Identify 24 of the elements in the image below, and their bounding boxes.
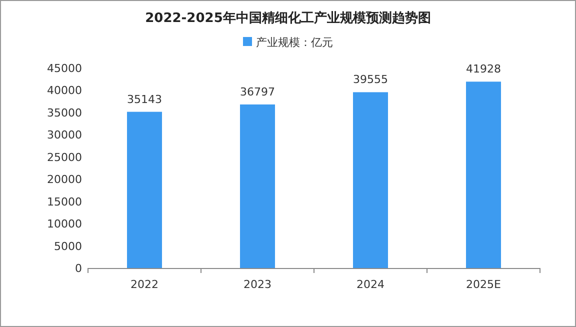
chart-title: 2022-2025年中国精细化工产业规模预测趋势图 (145, 10, 431, 26)
data-label: 41928 (466, 62, 501, 76)
bar (353, 92, 388, 268)
y-tick-label: 40000 (47, 84, 82, 98)
y-tick-label: 30000 (47, 128, 82, 142)
x-tick-label: 2022 (130, 278, 158, 291)
y-tick-label: 15000 (47, 195, 82, 208)
y-tick-label: 20000 (47, 173, 82, 186)
y-tick-label: 0 (75, 262, 82, 275)
bar (466, 82, 501, 268)
y-tick-label: 5000 (54, 240, 82, 253)
y-tick-label: 45000 (47, 62, 82, 75)
x-tick-label: 2023 (244, 278, 272, 291)
data-label: 35143 (127, 92, 162, 106)
data-label: 36797 (240, 85, 275, 98)
x-tick-label: 2025E (466, 278, 502, 291)
data-label: 39555 (353, 73, 388, 86)
bar (127, 112, 162, 268)
bar (240, 104, 275, 268)
y-tick-label: 35000 (47, 106, 82, 120)
x-tick-label: 2024 (356, 278, 384, 291)
legend: 产业规模：亿元 (243, 36, 333, 49)
y-tick-label: 10000 (47, 218, 82, 231)
y-tick-label: 25000 (47, 150, 82, 164)
